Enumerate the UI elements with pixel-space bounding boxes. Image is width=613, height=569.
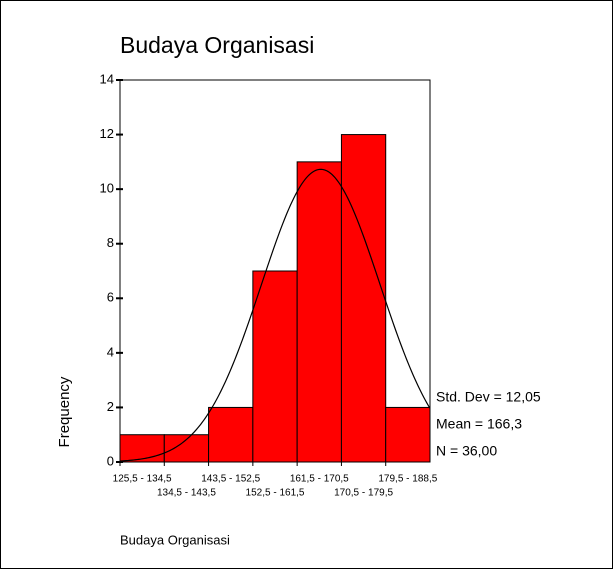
y-axis-label: Frequency: [56, 376, 73, 447]
bar: [296, 161, 342, 463]
x-tick-label: 161,5 - 170,5: [290, 474, 349, 485]
bar: [252, 270, 298, 463]
y-tick-label: 12: [100, 126, 114, 141]
bar: [340, 134, 387, 463]
x-tick-label: 170,5 - 179,5: [334, 488, 393, 499]
x-tick-label: 143,5 - 152,5: [201, 474, 260, 485]
stat-label: Mean = 166,3: [436, 416, 522, 432]
y-tick-label: 6: [107, 290, 114, 305]
y-tick-label: 0: [107, 453, 114, 468]
chart-title: Budaya Organisasi: [120, 32, 314, 58]
y-tick-label: 8: [107, 235, 114, 250]
stat-label: N = 36,00: [436, 443, 497, 459]
y-tick-label: 10: [100, 181, 114, 196]
x-axis-label: Budaya Organisasi: [120, 532, 230, 547]
x-tick-label: 125,5 - 134,5: [113, 474, 172, 485]
bar: [208, 406, 254, 463]
x-tick-label: 134,5 - 143,5: [157, 488, 216, 499]
bar: [385, 406, 431, 463]
bar: [119, 434, 165, 463]
y-tick-label: 2: [107, 399, 114, 414]
y-tick-label: 4: [107, 344, 114, 359]
y-tick-label: 14: [100, 71, 114, 86]
normal-curve: [119, 168, 431, 462]
stat-label: Std. Dev = 12,05: [436, 389, 541, 405]
x-tick-label: 152,5 - 161,5: [246, 488, 305, 499]
x-tick-label: 179,5 - 188,5: [378, 474, 437, 485]
